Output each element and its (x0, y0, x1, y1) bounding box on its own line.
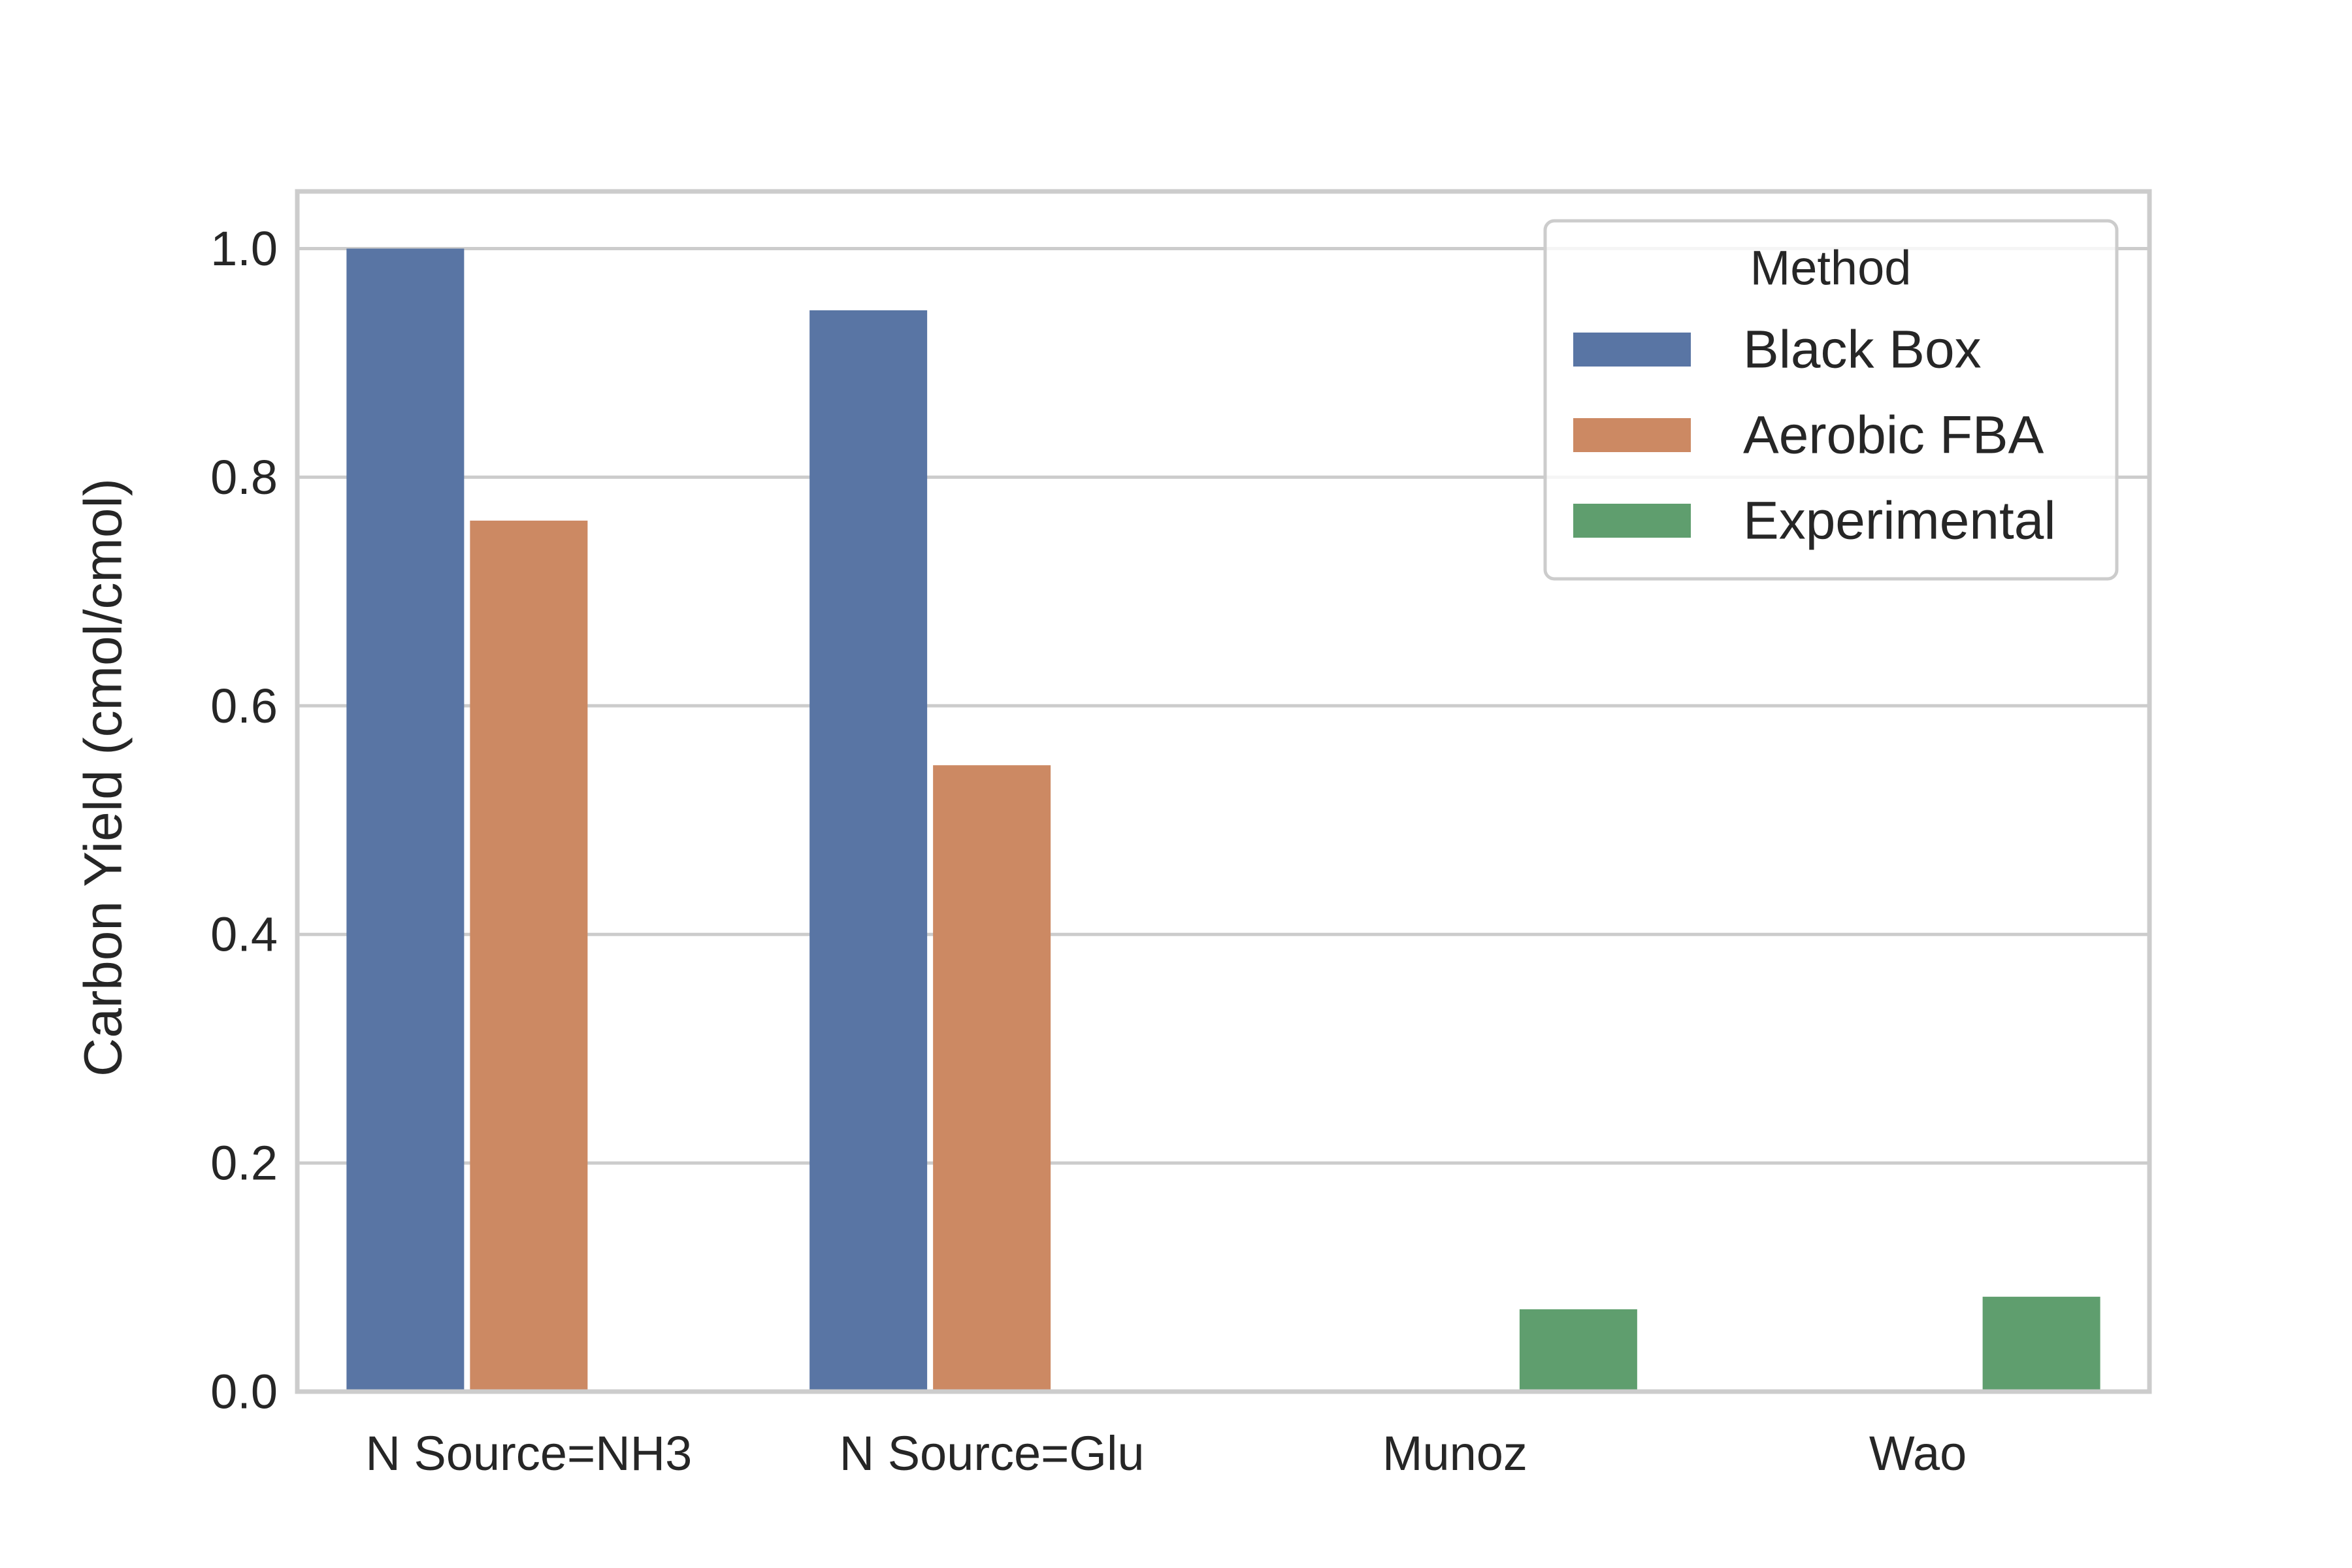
plot-frame (295, 189, 2152, 1394)
legend-swatch (1573, 333, 1691, 367)
y-tick-label: 1.0 (210, 221, 278, 276)
x-tick-label: N Source=Glu (840, 1426, 1145, 1480)
y-tick-label: 0.8 (210, 450, 278, 504)
legend-label: Experimental (1743, 491, 2056, 551)
bar (933, 765, 1051, 1392)
x-tick-labels: N Source=NH3 N Source=Glu Munoz Wao (366, 1426, 1967, 1480)
bar (809, 310, 928, 1392)
legend-title: Method (1750, 241, 1912, 295)
legend: Method Black Box Aerobic FBA Experimental (1543, 219, 2119, 581)
x-tick-label: N Source=NH3 (366, 1426, 693, 1480)
legend-label: Black Box (1743, 320, 1982, 380)
bar (470, 520, 588, 1392)
legend-swatch (1573, 418, 1691, 452)
legend-swatch (1573, 504, 1691, 538)
y-tick-labels: 0.0 0.2 0.4 0.6 0.8 1.0 (210, 221, 278, 1419)
y-tick-label: 0.2 (210, 1136, 278, 1190)
axes-spines (295, 189, 2152, 1394)
legend-frame (1543, 219, 2119, 581)
legend-entries: Black Box Aerobic FBA Experimental (1573, 320, 2056, 551)
bar (1519, 1309, 1637, 1392)
y-axis-label: Carbon Yield (cmol/cmol) (74, 478, 133, 1077)
bar (1982, 1296, 2100, 1392)
y-tick-label: 0.0 (210, 1365, 278, 1419)
bar (346, 248, 465, 1392)
x-tick-label: Munoz (1382, 1426, 1527, 1480)
y-tick-label: 0.4 (210, 907, 278, 962)
legend-label: Aerobic FBA (1743, 406, 2044, 465)
x-tick-label: Wao (1869, 1426, 1967, 1480)
bars (346, 248, 2100, 1392)
y-tick-label: 0.6 (210, 679, 278, 733)
